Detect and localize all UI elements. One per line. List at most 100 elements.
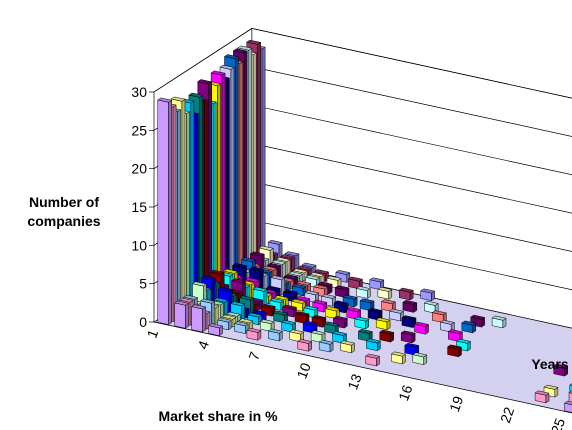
bar-top (323, 321, 340, 327)
bar-front (157, 99, 169, 325)
bar-1995-13 (400, 330, 416, 344)
bar-2001-11 (339, 340, 356, 354)
bar-top (267, 328, 283, 334)
bar-2003-9 (297, 338, 313, 352)
bar-2003-13 (364, 353, 381, 367)
bar-top (534, 390, 550, 396)
x-tick-label: 4 (194, 338, 212, 351)
bar-top (333, 300, 349, 306)
bar-top (321, 293, 337, 299)
bar-2003-6 (246, 327, 262, 341)
bar-1996-16 (446, 344, 463, 358)
bar-top (231, 263, 248, 268)
bar-top (262, 265, 278, 271)
bar-top (342, 294, 358, 300)
bar-top (237, 45, 253, 51)
bar-top (355, 286, 372, 291)
bar-top (246, 39, 262, 45)
bar-top (283, 274, 299, 280)
bar-top (380, 299, 397, 305)
bar-top (364, 353, 381, 359)
bar-top (271, 259, 287, 265)
bar-1983-8 (369, 277, 385, 291)
bar-top (231, 278, 247, 284)
bar-top (303, 305, 319, 311)
bar-top (317, 281, 333, 287)
bar-1989-15 (461, 320, 477, 334)
bar-top (258, 245, 274, 251)
bar-top (354, 316, 370, 322)
bar-side (217, 83, 221, 294)
bar-top (455, 338, 472, 344)
bar-top (188, 92, 204, 98)
bar-top (279, 254, 296, 260)
bar-front (174, 302, 186, 329)
bar-top (266, 262, 282, 268)
bar-2003-23 (534, 390, 550, 404)
bar-1992-13 (413, 321, 430, 335)
bar-top (282, 289, 298, 295)
bar-top (311, 315, 327, 320)
bar-front (191, 306, 203, 333)
bar-side (190, 100, 195, 311)
bar-side (252, 52, 257, 271)
bar-top (238, 318, 254, 324)
bar-1991-12 (401, 315, 417, 329)
y-tick-label: 30 (131, 84, 147, 100)
y-tick-label: 5 (139, 276, 147, 292)
bar-top (272, 310, 289, 316)
bar-top (251, 309, 267, 315)
bar-side (235, 56, 239, 282)
bar-top (222, 268, 239, 274)
bar-top (390, 351, 407, 357)
bar-1995-6 (281, 304, 298, 318)
bar-top (249, 251, 265, 257)
bar-1987-11 (402, 300, 418, 313)
bar-side (186, 111, 190, 314)
bar-top (259, 319, 275, 325)
bar-side (230, 66, 235, 285)
bar-top (260, 303, 276, 309)
bar-2001-8 (289, 329, 305, 343)
bar-top (461, 320, 477, 326)
bar-1985-9 (377, 286, 393, 300)
bar-2004-1 (157, 97, 173, 326)
bar-2002-7 (267, 328, 283, 342)
bar-top (275, 257, 291, 262)
bar-top (239, 295, 255, 301)
bar-2004-3 (190, 304, 207, 333)
x-tick-label: 19 (446, 394, 466, 414)
bar-2002-10 (318, 339, 334, 353)
bar-side (199, 94, 204, 305)
z-axis-title: Years (531, 356, 569, 372)
bar-top (367, 307, 383, 313)
bar-top (420, 288, 436, 294)
bar-top (375, 317, 391, 323)
bar-top (209, 269, 225, 275)
bar-top (252, 286, 268, 292)
bar-top (290, 298, 307, 304)
bar-top (294, 311, 310, 317)
bar-1996-7 (294, 311, 310, 325)
x-tick-label: 10 (293, 360, 313, 380)
bar-top (269, 298, 285, 304)
x-axis-title: Market share in % (158, 408, 278, 424)
bar-top (178, 297, 194, 303)
bar-top (357, 328, 373, 334)
bar-2004-2 (174, 300, 190, 329)
bar-side (257, 41, 261, 268)
bar-1996-12 (379, 329, 395, 343)
bar-top (312, 299, 328, 305)
bar-top (292, 268, 308, 274)
bar-1995-22 (553, 363, 569, 377)
bar-top (273, 295, 290, 301)
bar-top (400, 330, 416, 336)
bar-1984-10 (398, 287, 414, 301)
bar-top (318, 339, 334, 345)
bar-top (200, 275, 216, 281)
bar-1993-11 (375, 317, 391, 331)
bar-2002-4 (216, 317, 233, 331)
bar-top (334, 285, 350, 291)
x-tick-label: 22 (497, 405, 517, 425)
bar-top (157, 97, 173, 103)
